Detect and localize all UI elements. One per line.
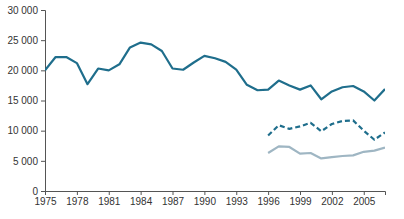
series-line: [268, 146, 385, 158]
y-tick-mark: [41, 70, 45, 71]
y-tick-label: 5 000: [13, 156, 38, 167]
x-tick: 1993: [226, 191, 249, 207]
x-tick-label: 1993: [226, 196, 249, 207]
x-tick-mark: [77, 191, 78, 195]
y-tick: 5 000: [13, 156, 45, 167]
x-tick: 1981: [98, 191, 121, 207]
x-tick-label: 1987: [162, 196, 185, 207]
x-axis: 1975 1978 1981 1984 1987 1990 1993 1996 1999 2002…: [34, 191, 385, 207]
x-tick-mark: [332, 191, 333, 195]
y-tick-mark: [41, 10, 45, 11]
y-axis: 0 5 000 10 000 15 000 20 000 25 000 30 000: [7, 5, 45, 197]
x-tick: 1978: [66, 191, 89, 207]
y-tick-mark: [41, 191, 45, 192]
y-tick: 0: [32, 186, 45, 197]
x-tick-mark: [364, 191, 365, 195]
y-tick: 25 000: [7, 35, 45, 46]
y-tick: 15 000: [7, 95, 45, 106]
x-tick-label: 1990: [194, 196, 217, 207]
y-tick-label: 25 000: [7, 35, 38, 46]
x-tick-mark: [141, 191, 142, 195]
x-tick-label: 1984: [130, 196, 153, 207]
y-tick-label: 0: [32, 186, 38, 197]
plot: 0 5 000 10 000 15 000 20 000 25 000 30 000 1975…: [7, 5, 385, 207]
x-tick: 2005: [353, 191, 376, 207]
x-tick-label: 1999: [289, 196, 312, 207]
x-tick: 1975: [34, 191, 57, 207]
x-tick: 1999: [289, 191, 312, 207]
y-tick: 20 000: [7, 65, 45, 76]
y-tick-label: 30 000: [7, 5, 38, 16]
x-tick-label: 1978: [66, 196, 89, 207]
y-tick-mark: [41, 101, 45, 102]
chart: 0 5 000 10 000 15 000 20 000 25 000 30 000 1975…: [0, 0, 404, 219]
lines: [45, 43, 385, 159]
y-tick: 10 000: [7, 125, 45, 136]
x-tick-label: 1996: [258, 196, 281, 207]
x-tick-mark: [300, 191, 301, 195]
x-tick-mark: [109, 191, 110, 195]
x-tick: 1990: [194, 191, 217, 207]
y-tick-mark: [41, 131, 45, 132]
y-tick-label: 15 000: [7, 95, 38, 106]
x-tick-label: 2005: [353, 196, 376, 207]
x-tick-mark: [45, 191, 46, 195]
y-tick-label: 20 000: [7, 65, 38, 76]
series-line: [268, 120, 385, 139]
x-tick-mark: [268, 191, 269, 195]
y-tick-mark: [41, 40, 45, 41]
x-tick-mark: [204, 191, 205, 195]
y-tick-label: 10 000: [7, 125, 38, 136]
x-tick: 2002: [321, 191, 344, 207]
y-tick-mark: [41, 161, 45, 162]
y-tick: 30 000: [7, 5, 45, 16]
series-line: [45, 43, 385, 101]
x-tick: 1984: [130, 191, 153, 207]
x-tick: 1987: [162, 191, 185, 207]
x-axis-line: [46, 192, 386, 196]
y-axis-line: [41, 11, 46, 192]
x-tick-mark: [236, 191, 237, 195]
x-tick-label: 1975: [34, 196, 57, 207]
x-tick: 1996: [258, 191, 281, 207]
x-tick-label: 1981: [98, 196, 121, 207]
x-tick-mark: [173, 191, 174, 195]
x-tick-label: 2002: [321, 196, 344, 207]
